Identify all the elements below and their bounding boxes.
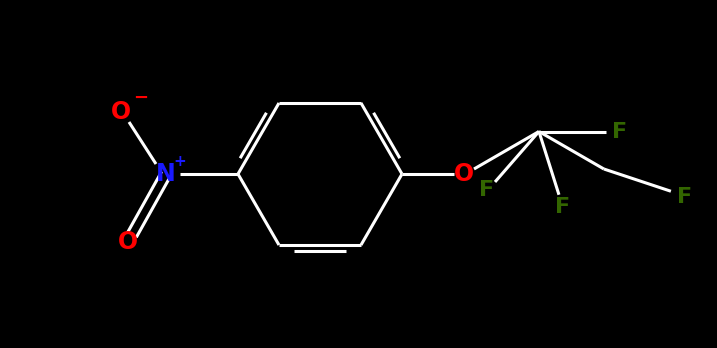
Text: F: F (556, 197, 571, 217)
Text: +: + (174, 155, 186, 169)
Text: O: O (118, 230, 138, 254)
Text: F: F (678, 187, 693, 207)
Text: −: − (133, 89, 148, 107)
Text: F: F (480, 180, 495, 200)
Text: N: N (156, 162, 176, 186)
Text: O: O (111, 100, 131, 124)
Text: F: F (612, 121, 627, 142)
Text: O: O (454, 162, 474, 186)
